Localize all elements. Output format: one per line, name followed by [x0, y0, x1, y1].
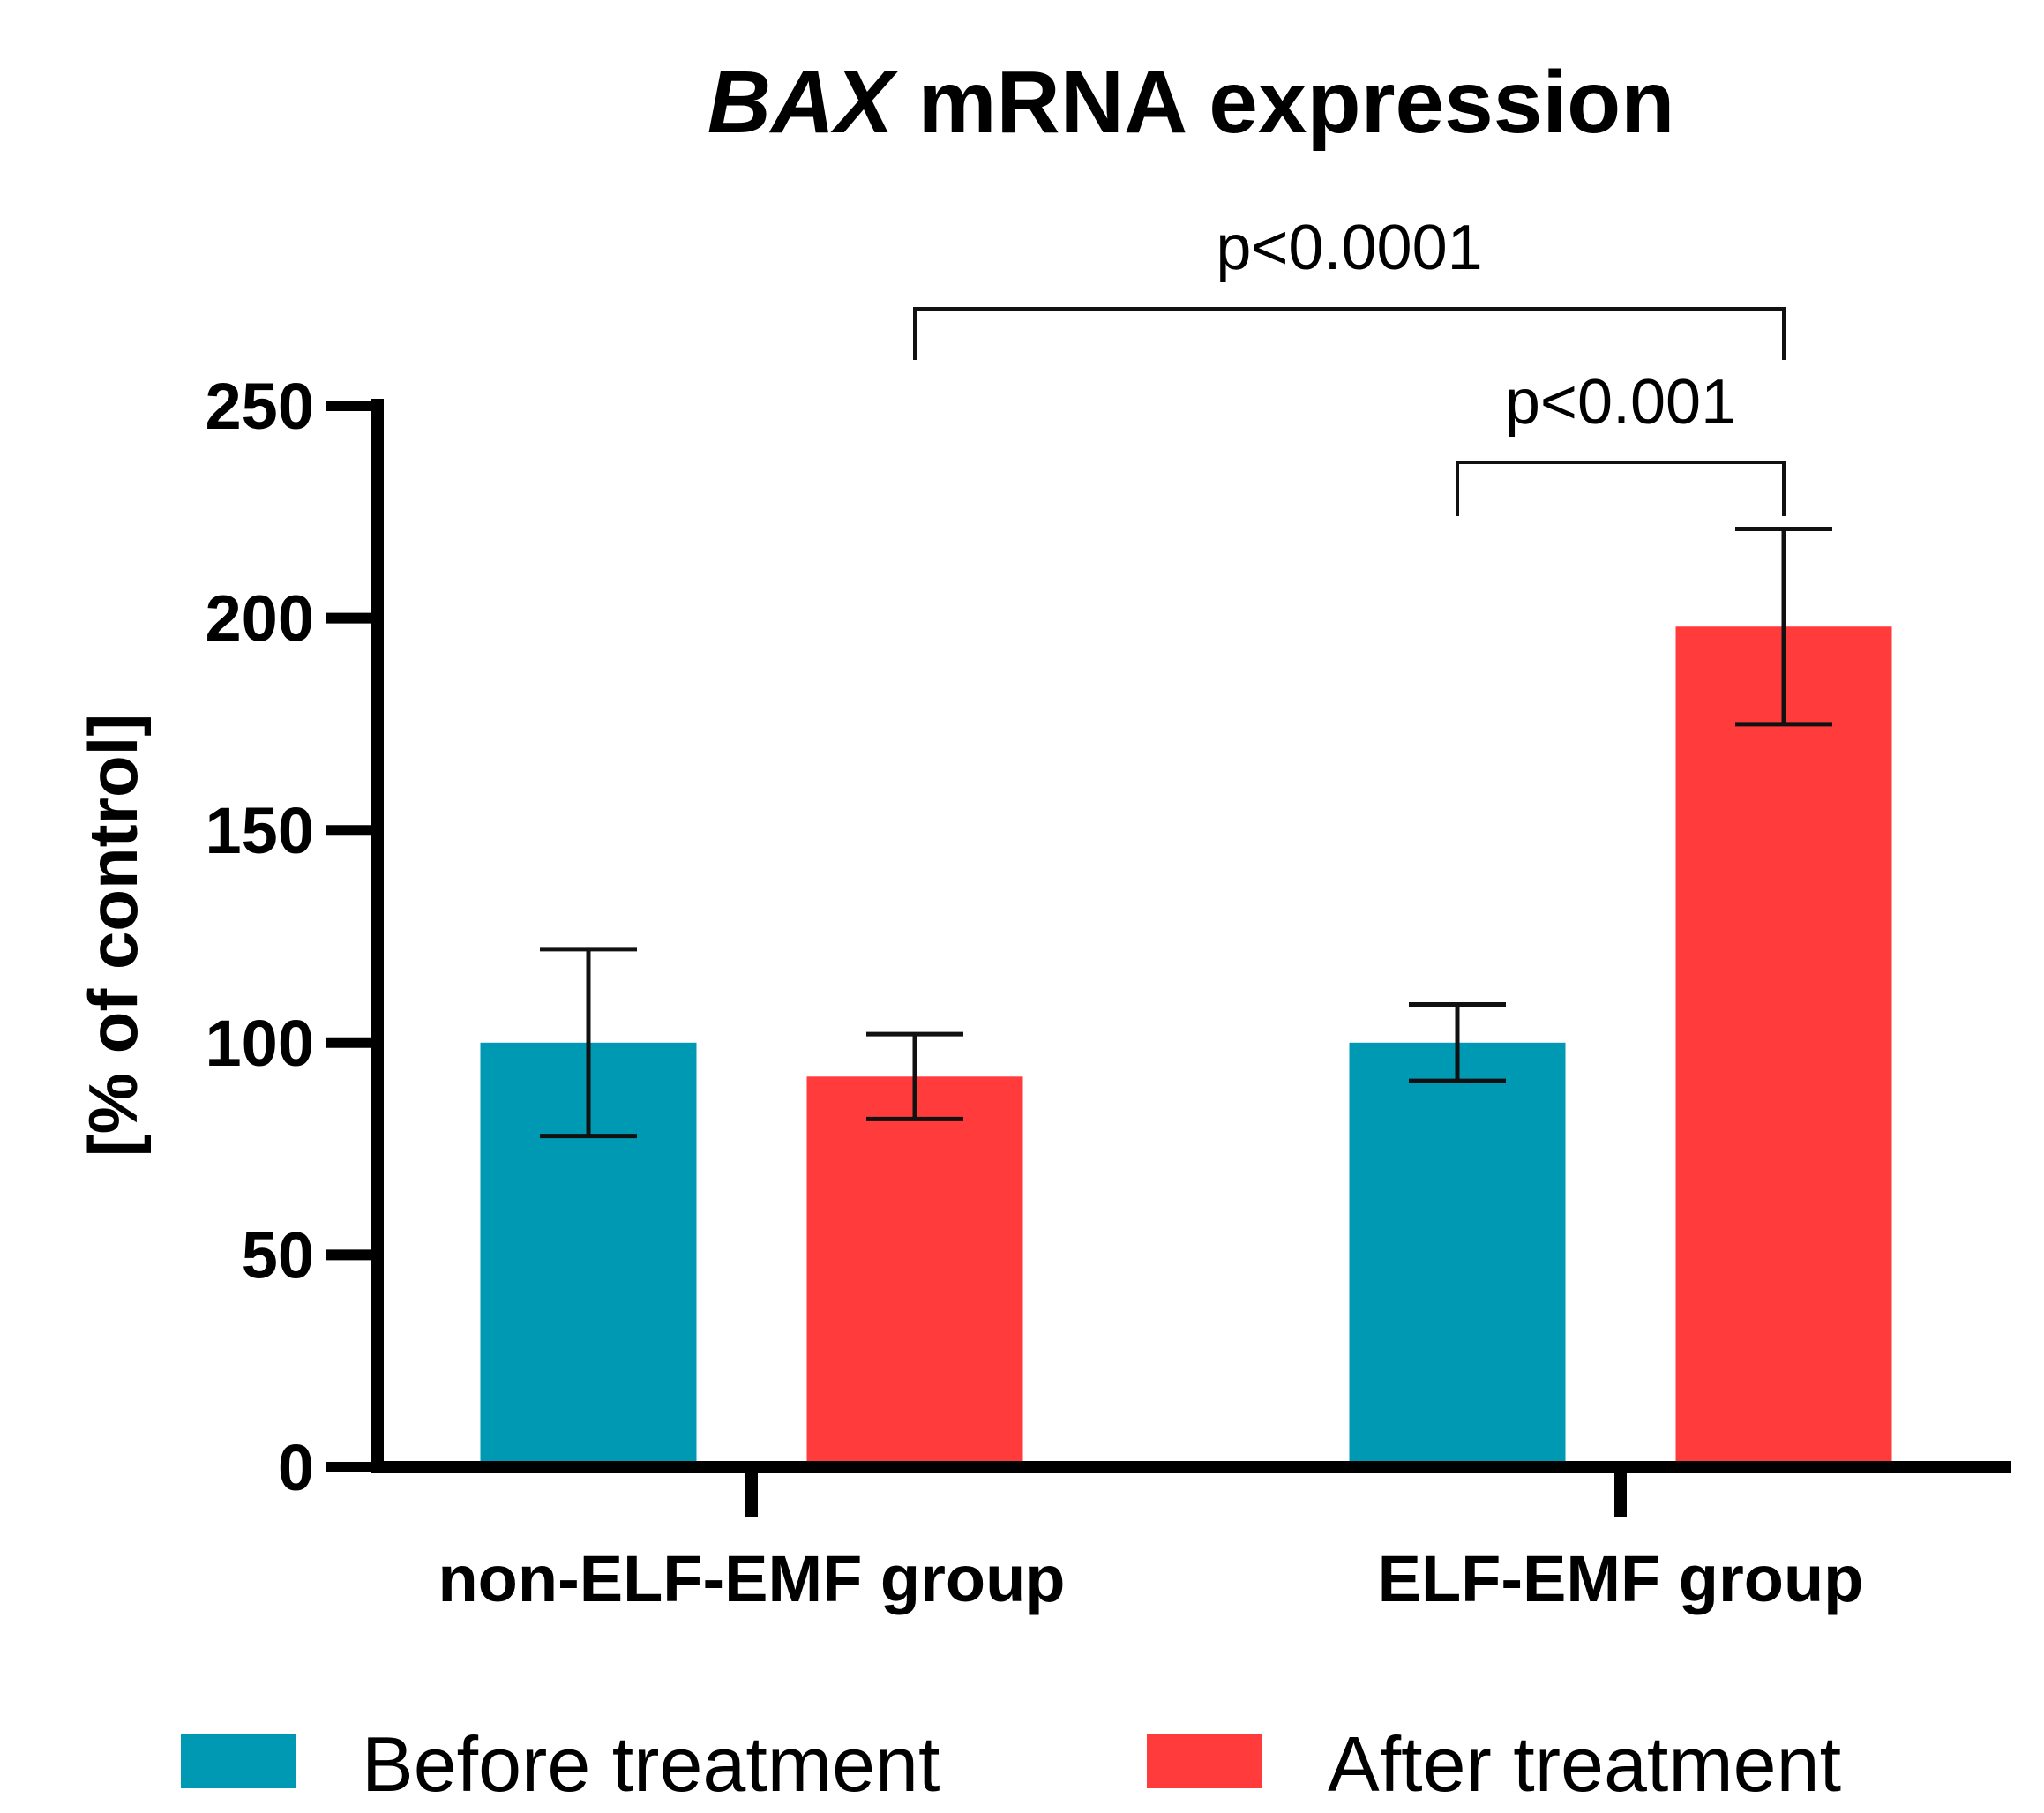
y-tick-label: 50 — [242, 1218, 314, 1292]
x-category-label: ELF-EMF group — [1378, 1542, 1864, 1615]
legend-swatch-after — [1147, 1734, 1262, 1788]
y-tick-label: 150 — [206, 794, 314, 867]
chart-title-rest: mRNA expression — [894, 53, 1674, 152]
legend-label-after: After treatment — [1328, 1720, 1841, 1808]
significance-bracket — [913, 307, 1786, 360]
y-axis-label: [% of control] — [74, 714, 152, 1157]
y-tick-label: 0 — [278, 1431, 314, 1504]
legend-swatch-before — [181, 1734, 296, 1788]
y-tick-label: 100 — [206, 1007, 314, 1080]
y-tick-label: 250 — [206, 370, 314, 443]
x-category-label: non-ELF-EMF group — [438, 1542, 1065, 1615]
bar-before-1 — [1349, 1042, 1566, 1467]
significance-label: p<0.0001 — [1216, 213, 1482, 283]
chart-title: BAX mRNA expression — [708, 53, 1675, 152]
chart-title-italic: BAX — [708, 53, 898, 152]
y-tick-label: 200 — [206, 582, 314, 656]
significance-label: p<0.001 — [1505, 367, 1736, 438]
legend-label-before: Before treatment — [362, 1720, 940, 1808]
bar-after-0 — [806, 1076, 1023, 1467]
significance-bracket — [1456, 461, 1786, 516]
bar-after-1 — [1675, 626, 1892, 1467]
